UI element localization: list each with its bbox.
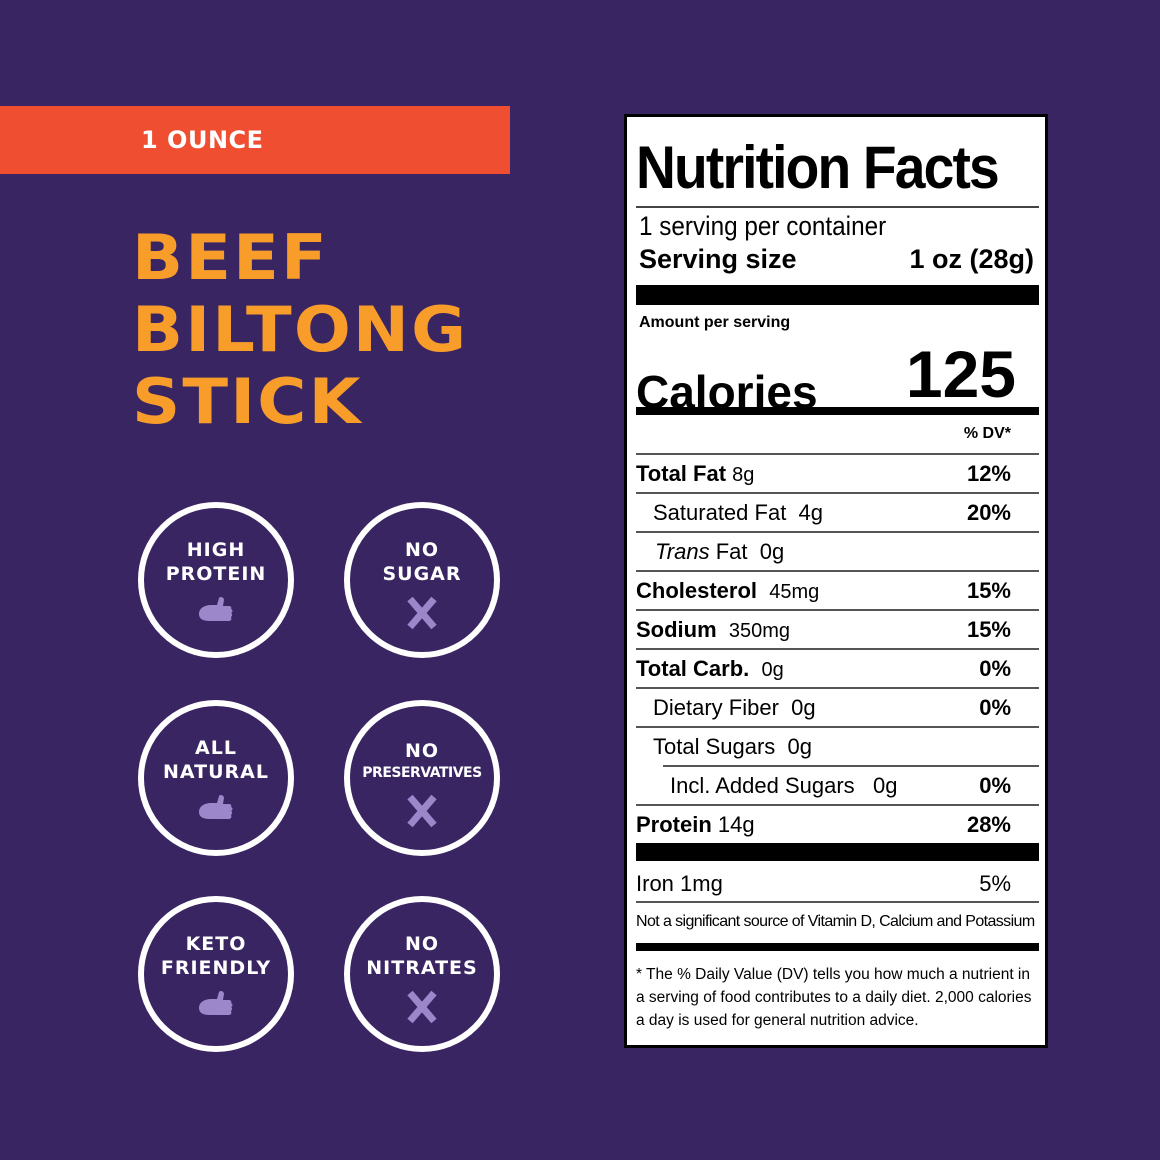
x-icon: [407, 596, 437, 630]
thumbs-up-icon: [199, 794, 233, 819]
divider: [636, 648, 1039, 650]
divider: [636, 492, 1039, 494]
thick-divider: [636, 285, 1039, 305]
divider: [636, 453, 1039, 455]
x-icon: [407, 794, 437, 828]
title-line-3: STICK: [132, 365, 363, 438]
amount-per-serving: Amount per serving: [639, 314, 791, 331]
thumbs-up-icon: [199, 596, 233, 621]
badge-keto-friendly: KETO FRIENDLY: [138, 896, 294, 1052]
divider: [636, 804, 1039, 806]
calories-value: 125: [905, 337, 1016, 411]
not-significant-note: Not a significant source of Vitamin D, C…: [636, 913, 1035, 930]
nutrition-title: Nutrition Facts: [636, 134, 1000, 201]
nutrient-row-total-carb: Total Carb. 0g 0%: [636, 656, 1011, 681]
medium-divider: [636, 407, 1039, 415]
serving-size-label: Serving size: [639, 244, 797, 274]
title-line-1: BEEF: [132, 221, 329, 294]
divider: [636, 570, 1039, 572]
nutrition-facts-panel: Nutrition Facts 1 serving per container …: [624, 114, 1048, 1048]
divider: [663, 765, 1039, 767]
daily-value-footnote: * The % Daily Value (DV) tells you how m…: [636, 966, 1032, 1029]
badge-no-nitrates: NO NITRATES: [344, 896, 500, 1052]
nutrient-row-saturated-fat: Saturated Fat 4g 20%: [653, 500, 1011, 525]
divider: [636, 901, 1039, 903]
x-icon: [407, 990, 437, 1024]
divider: [636, 687, 1039, 689]
divider: [636, 206, 1039, 208]
divider: [636, 726, 1039, 728]
medium-divider: [636, 943, 1039, 951]
dv-header: % DV*: [963, 425, 1011, 442]
thick-divider: [636, 843, 1039, 861]
serving-size: Serving size 1 oz (28g): [639, 244, 1034, 275]
badge-high-protein: HIGH PROTEIN: [138, 502, 294, 658]
nutrient-row-added-sugars: Incl. Added Sugars 0g 0%: [670, 773, 1011, 798]
thumbs-up-icon: [199, 990, 233, 1015]
nutrient-row-iron: Iron 1mg 5%: [636, 871, 1011, 896]
divider: [636, 609, 1039, 611]
badge-no-preservatives: NO PRESERVATIVES: [344, 700, 500, 856]
nutrient-row-total-sugars: Total Sugars 0g: [653, 734, 813, 759]
product-title: BEEF BILTONG STICK: [132, 222, 468, 438]
size-label: 1 OUNCE: [141, 126, 264, 154]
serving-size-value: 1 oz (28g): [909, 244, 1034, 274]
calories-row: Calories 125: [636, 337, 1016, 418]
nutrient-row-protein: Protein 14g 28%: [636, 812, 1011, 837]
divider: [636, 531, 1039, 533]
servings-per-container: 1 serving per container: [639, 211, 887, 241]
title-line-2: BILTONG: [132, 293, 469, 366]
nutrient-row-cholesterol: Cholesterol 45mg 15%: [636, 578, 1011, 603]
badge-no-sugar: NO SUGAR: [344, 502, 500, 658]
nutrient-row-dietary-fiber: Dietary Fiber 0g 0%: [653, 695, 1011, 720]
nutrient-row-total-fat: Total Fat 8g 12%: [636, 461, 1011, 486]
size-banner: 1 OUNCE: [0, 106, 510, 174]
badge-all-natural: ALL NATURAL: [138, 700, 294, 856]
nutrient-row-sodium: Sodium 350mg 15%: [636, 617, 1011, 642]
nutrient-row-trans-fat: Trans Fat 0g: [655, 539, 785, 564]
